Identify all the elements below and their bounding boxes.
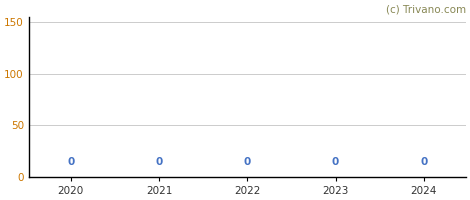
Text: 0: 0 <box>332 157 339 167</box>
Text: 0: 0 <box>243 157 251 167</box>
Text: 0: 0 <box>67 157 74 167</box>
Text: 0: 0 <box>156 157 163 167</box>
Text: (c) Trivano.com: (c) Trivano.com <box>386 4 466 14</box>
Text: 0: 0 <box>420 157 428 167</box>
